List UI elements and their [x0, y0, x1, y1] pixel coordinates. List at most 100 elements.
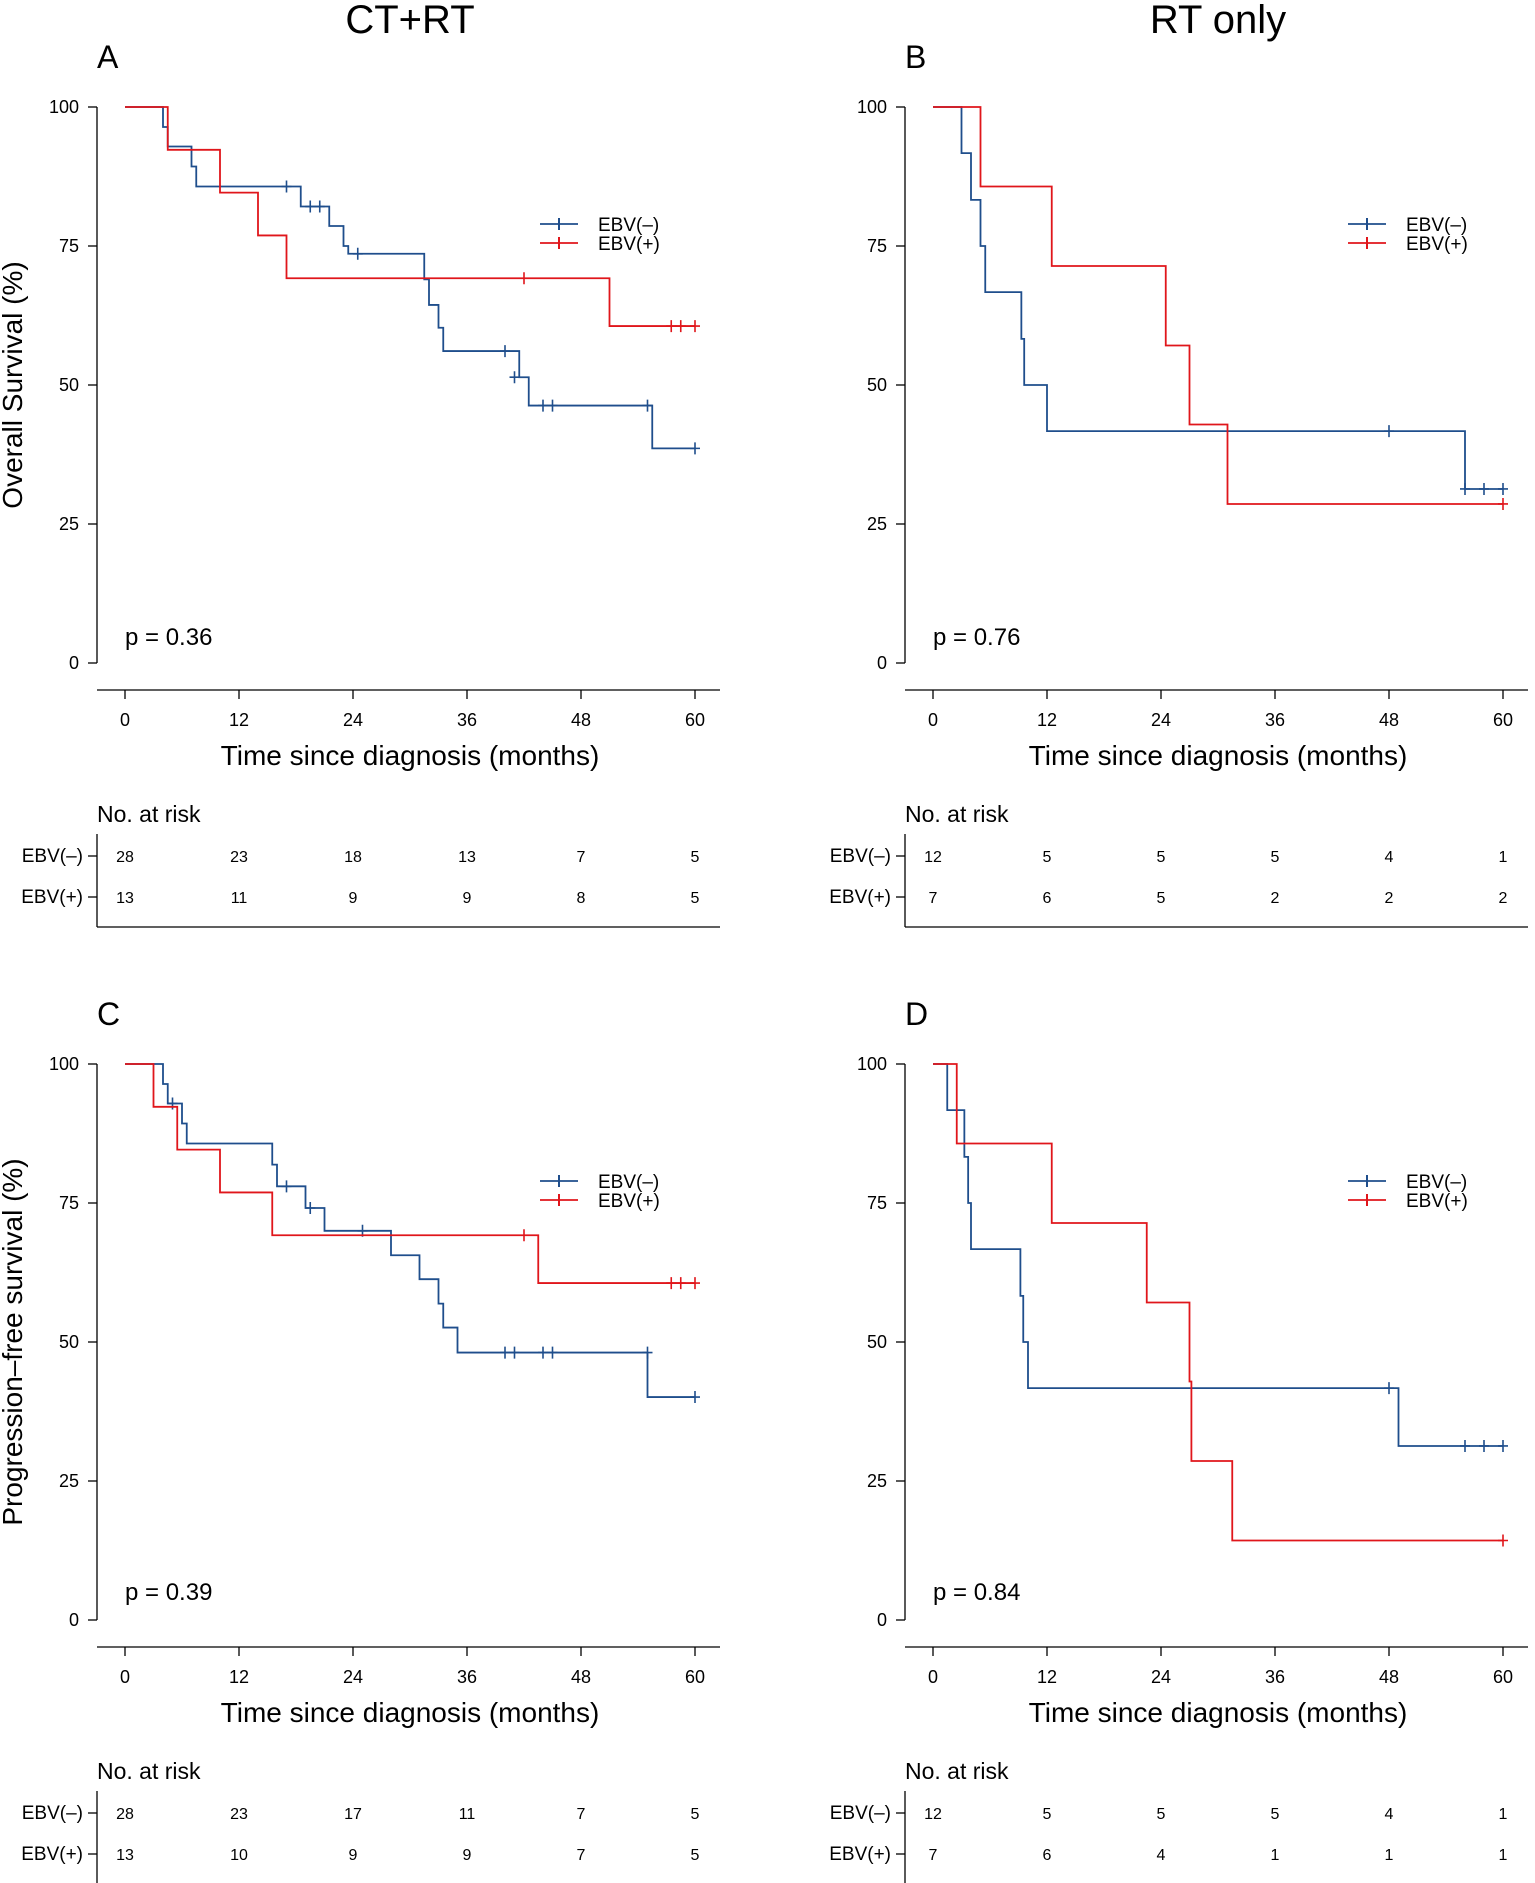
risk-count: 12 — [924, 1806, 942, 1823]
survival-curve-ebv-neg — [933, 106, 1503, 490]
legend-entry: EBV(–) — [1406, 1172, 1467, 1193]
x-axis-label: Time since diagnosis (months) — [221, 1697, 600, 1728]
survival-curve-ebv-pos — [125, 1063, 695, 1284]
risk-count: 12 — [924, 849, 942, 866]
legend-entry: EBV(+) — [1406, 1191, 1468, 1212]
censor-mark — [352, 247, 363, 260]
risk-count: 1 — [1499, 849, 1508, 866]
risk-count: 18 — [344, 849, 362, 866]
x-tick-label: 48 — [571, 710, 591, 730]
survival-curve-ebv-neg — [125, 106, 695, 450]
risk-count: 6 — [1043, 1847, 1052, 1864]
risk-count: 28 — [116, 1806, 134, 1823]
p-value: p = 0.84 — [933, 1579, 1020, 1606]
censor-mark — [690, 1391, 700, 1404]
risk-count: 1 — [1385, 1847, 1394, 1864]
y-axis-label: Progression–free survival (%) — [0, 1158, 28, 1525]
risk-count: 5 — [1271, 1806, 1280, 1823]
risk-count: 5 — [691, 1847, 700, 1864]
y-tick-label: 100 — [857, 1054, 887, 1074]
p-value: p = 0.36 — [125, 624, 212, 651]
risk-group-label: EBV(–) — [830, 1803, 891, 1824]
risk-group-label: EBV(+) — [829, 887, 891, 908]
risk-count: 9 — [463, 1847, 472, 1864]
risk-table-title: No. at risk — [905, 1758, 1009, 1784]
y-tick-label: 50 — [59, 375, 79, 395]
censor-mark — [1384, 425, 1394, 438]
risk-count: 17 — [344, 1806, 362, 1823]
risk-count: 7 — [577, 1806, 586, 1823]
risk-count: 9 — [463, 890, 472, 907]
censor-mark — [1479, 482, 1489, 495]
panel-letter: D — [905, 996, 928, 1032]
censor-mark — [1498, 1439, 1508, 1452]
x-tick-label: 12 — [1037, 710, 1057, 730]
y-axis-label: Overall Survival (%) — [0, 261, 28, 508]
risk-count: 4 — [1157, 1847, 1166, 1864]
censor-mark — [666, 320, 677, 333]
y-tick-label: 75 — [867, 236, 887, 256]
y-tick-label: 100 — [49, 97, 79, 117]
censor-mark — [675, 1277, 686, 1290]
censor-mark — [642, 399, 653, 412]
x-tick-label: 48 — [1379, 1667, 1399, 1687]
censor-mark — [1384, 1382, 1394, 1395]
censor-mark — [547, 399, 558, 412]
risk-count: 7 — [929, 890, 938, 907]
x-tick-label: 60 — [685, 710, 705, 730]
panel-letter: B — [905, 39, 926, 75]
censor-mark — [1498, 1534, 1508, 1547]
risk-count: 23 — [230, 849, 248, 866]
risk-count: 5 — [691, 890, 700, 907]
risk-group-label: EBV(+) — [21, 887, 83, 908]
legend-entry: EBV(–) — [598, 1172, 659, 1193]
x-tick-label: 0 — [120, 1667, 130, 1687]
risk-count: 8 — [577, 890, 586, 907]
legend-entry: EBV(+) — [1406, 234, 1468, 255]
risk-count: 10 — [230, 1847, 248, 1864]
y-tick-label: 0 — [877, 1610, 887, 1630]
x-axis-label: Time since diagnosis (months) — [1029, 1697, 1408, 1728]
x-tick-label: 60 — [685, 1667, 705, 1687]
censor-mark — [538, 399, 548, 412]
censor-mark — [519, 1229, 529, 1242]
y-tick-label: 100 — [49, 1054, 79, 1074]
survival-curve-ebv-neg — [125, 1063, 695, 1398]
risk-count: 11 — [459, 1806, 476, 1823]
x-tick-label: 36 — [1265, 1667, 1285, 1687]
legend-entry: EBV(–) — [1406, 215, 1467, 236]
y-tick-label: 50 — [867, 1332, 887, 1352]
panel-letter: C — [97, 996, 120, 1032]
risk-group-label: EBV(–) — [22, 1803, 83, 1824]
risk-group-label: EBV(–) — [830, 846, 891, 867]
censor-mark — [509, 371, 520, 384]
p-value: p = 0.76 — [933, 624, 1020, 651]
risk-count: 5 — [1157, 1806, 1166, 1823]
legend-entry: EBV(+) — [598, 234, 660, 255]
censor-mark — [1498, 482, 1508, 495]
risk-group-label: EBV(+) — [829, 1844, 891, 1865]
risk-count: 5 — [691, 849, 700, 866]
x-tick-label: 24 — [343, 1667, 363, 1687]
risk-count: 5 — [1157, 890, 1166, 907]
risk-count: 2 — [1499, 890, 1508, 907]
censor-mark — [1460, 482, 1470, 495]
risk-count: 7 — [929, 1847, 938, 1864]
x-tick-label: 36 — [1265, 710, 1285, 730]
legend-entry: EBV(+) — [598, 1191, 660, 1212]
risk-count: 28 — [116, 849, 134, 866]
x-tick-label: 36 — [457, 710, 477, 730]
survival-curve-ebv-pos — [933, 106, 1503, 505]
y-tick-label: 100 — [857, 97, 887, 117]
y-tick-label: 0 — [69, 653, 79, 673]
risk-table-title: No. at risk — [97, 801, 201, 827]
column-title-rt-only: RT only — [1149, 0, 1287, 42]
censor-mark — [547, 1346, 558, 1359]
legend-entry: EBV(–) — [598, 215, 659, 236]
x-tick-label: 48 — [571, 1667, 591, 1687]
censor-mark — [690, 442, 700, 455]
panel-letter: A — [97, 39, 119, 75]
